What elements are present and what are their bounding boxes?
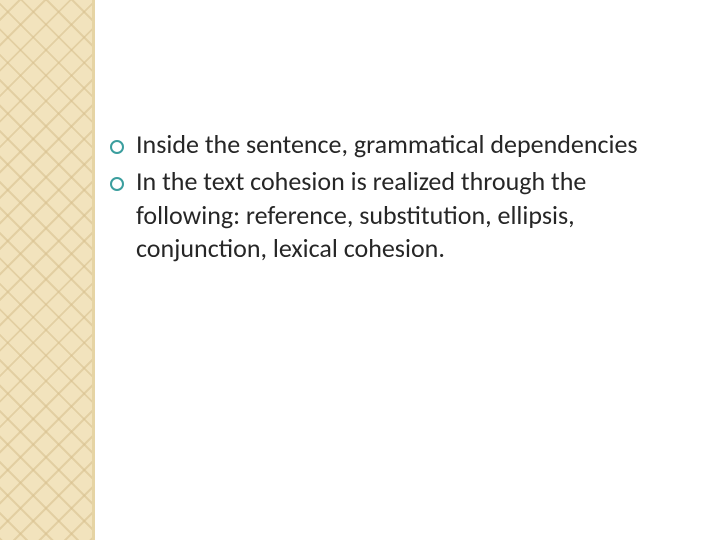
decorative-sidebar bbox=[0, 0, 95, 540]
bullet-text: In the text cohesion is realized through… bbox=[136, 165, 670, 265]
list-item: In the text cohesion is realized through… bbox=[110, 165, 670, 265]
bullet-marker-icon bbox=[110, 140, 124, 154]
list-item: Inside the sentence, grammatical depende… bbox=[110, 128, 670, 161]
bullet-marker-icon bbox=[110, 177, 124, 191]
slide-body: Inside the sentence, grammatical depende… bbox=[110, 128, 670, 269]
bullet-text: Inside the sentence, grammatical depende… bbox=[136, 128, 638, 161]
